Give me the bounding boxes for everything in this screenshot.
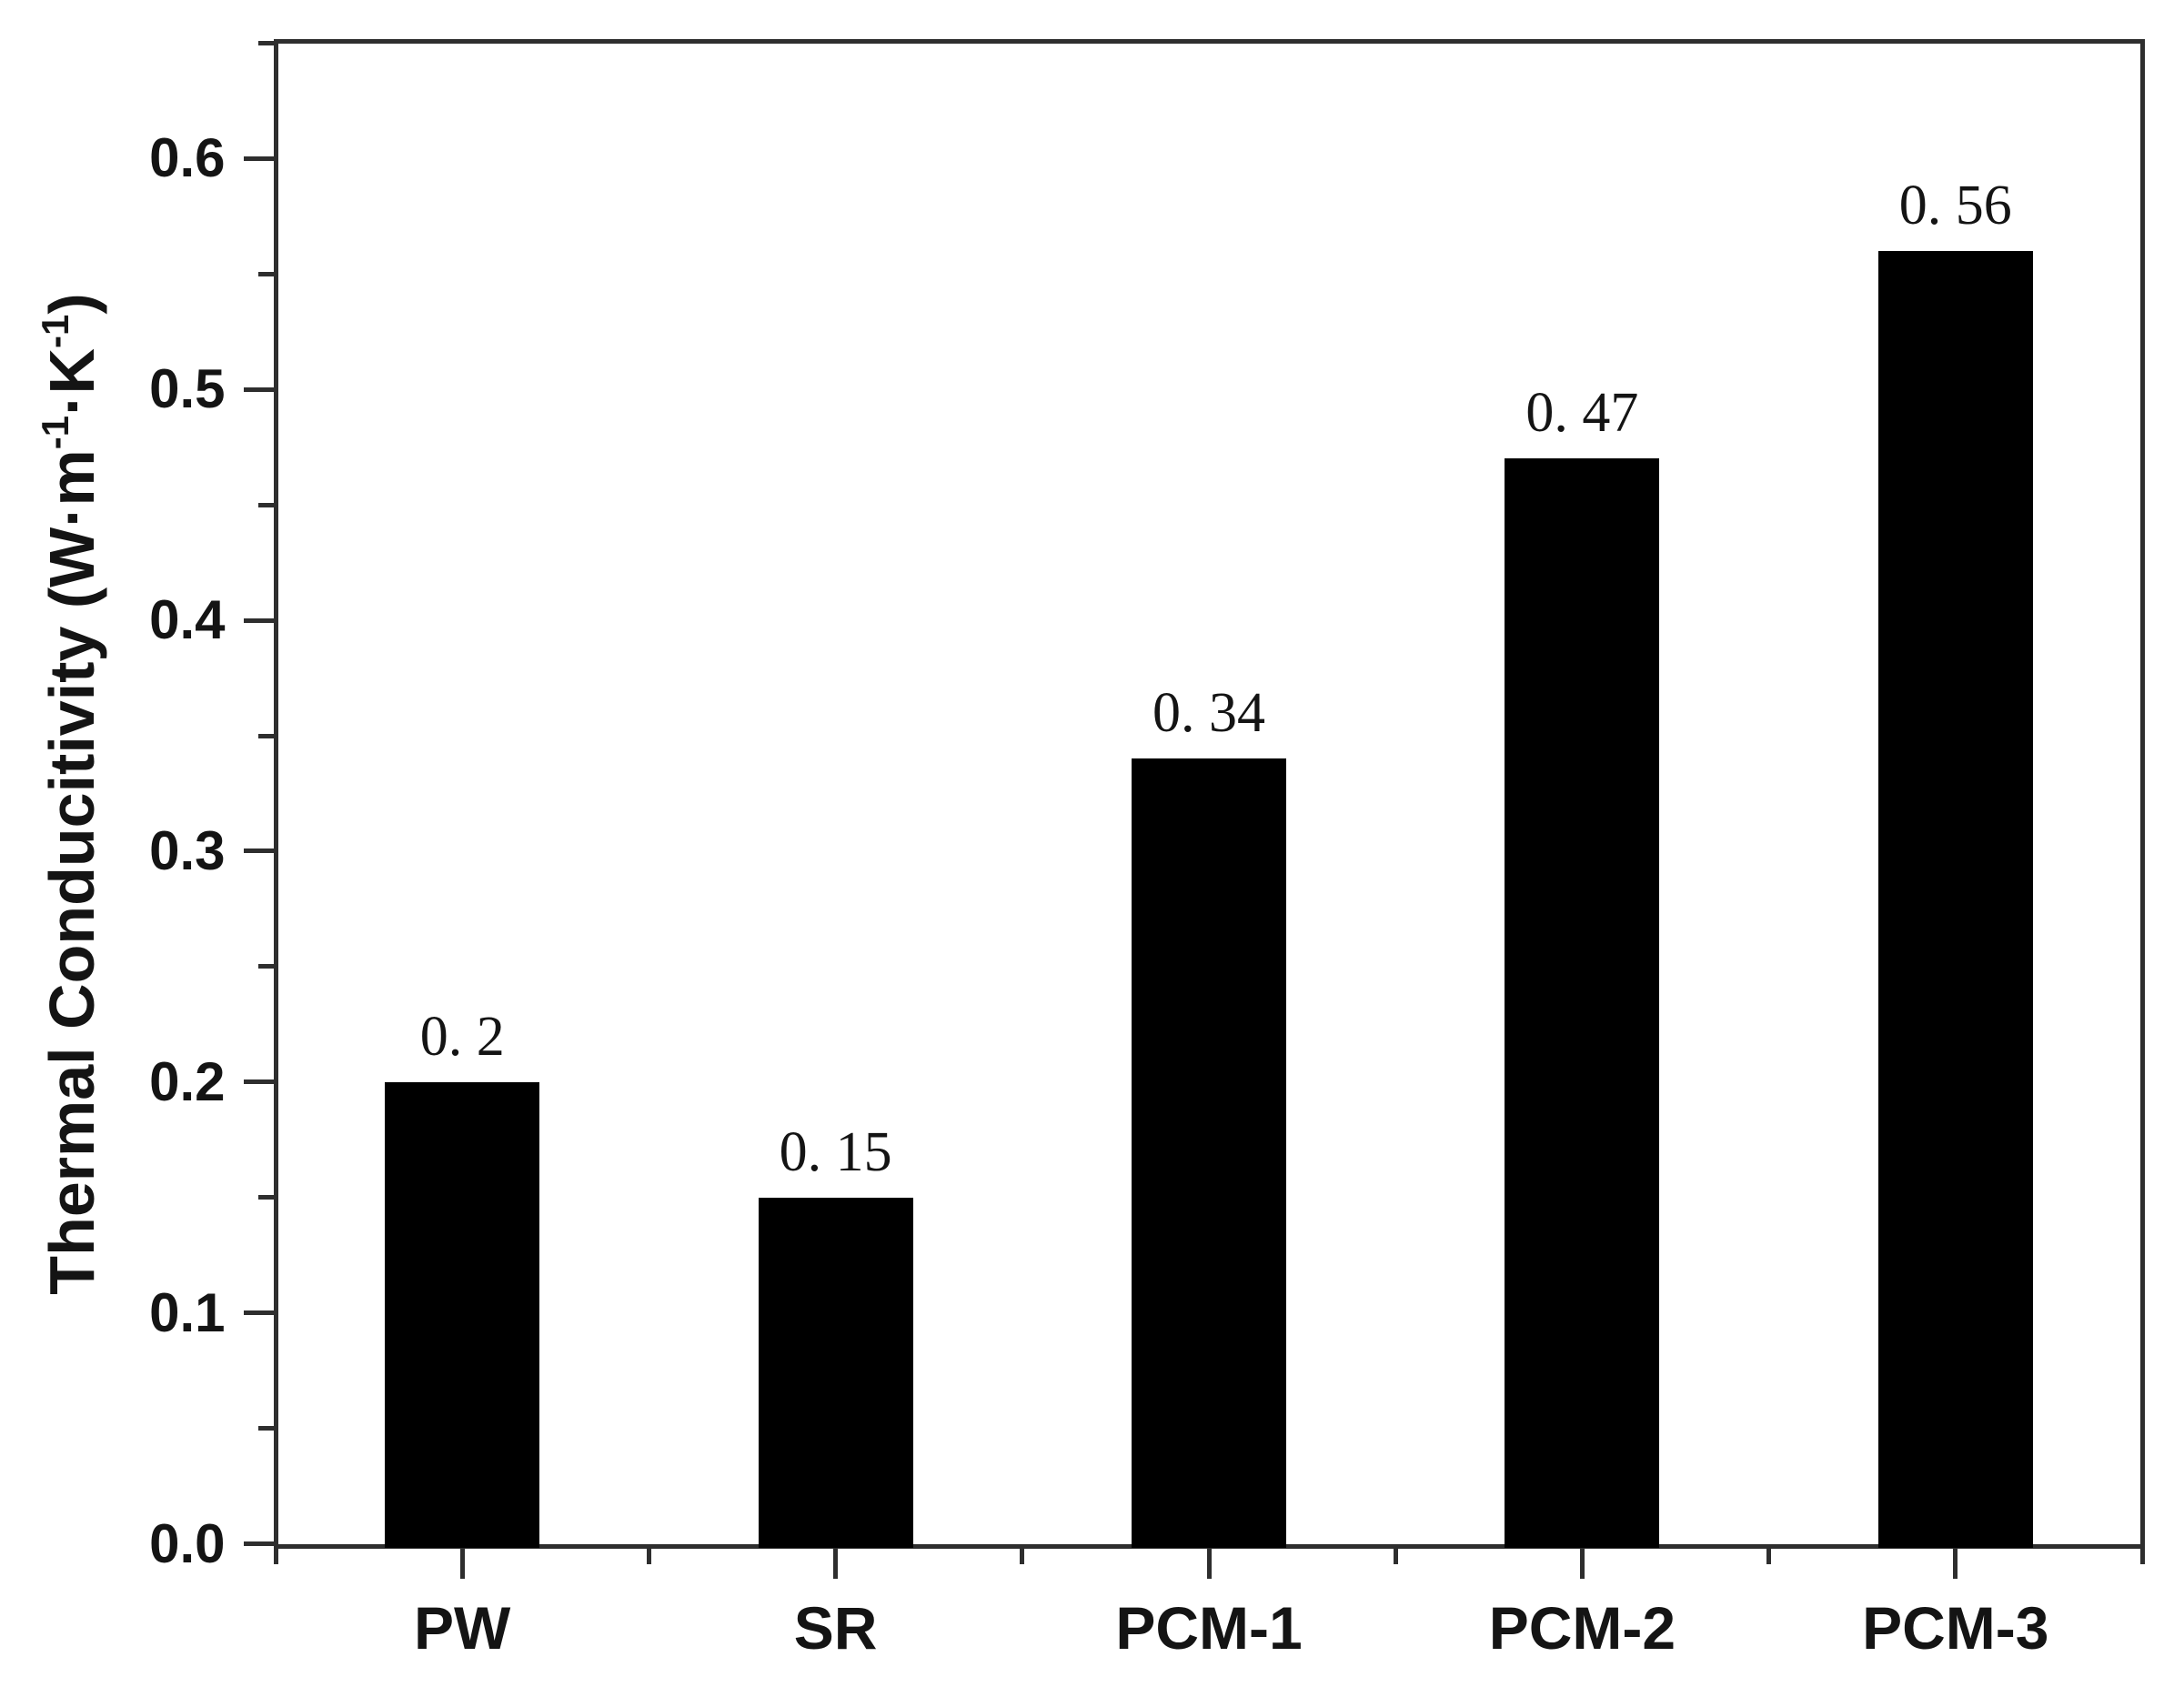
y-tick-label: 0.5 bbox=[149, 358, 226, 420]
y-tick-label: 0.0 bbox=[149, 1512, 226, 1574]
x-category-label: PCM-1 bbox=[1115, 1594, 1303, 1662]
bar-SR bbox=[758, 1197, 913, 1549]
y-major-tick bbox=[243, 1079, 274, 1085]
bar-value-label: 0. 15 bbox=[779, 1120, 892, 1183]
x-major-tick bbox=[1953, 1548, 1958, 1579]
bar-PW bbox=[385, 1081, 540, 1549]
bar-PCM-2 bbox=[1505, 458, 1660, 1549]
x-minor-tick bbox=[1020, 1548, 1025, 1564]
y-axis-title-superscript: -1 bbox=[34, 314, 76, 348]
x-minor-tick bbox=[646, 1548, 651, 1564]
x-minor-tick bbox=[273, 1548, 278, 1564]
y-tick-label: 0.1 bbox=[149, 1281, 226, 1343]
y-tick-label: 0.4 bbox=[149, 589, 226, 651]
bar-value-label: 0. 56 bbox=[1898, 174, 2012, 236]
y-minor-tick bbox=[257, 1195, 274, 1200]
y-major-tick bbox=[243, 1541, 274, 1546]
x-category-label: PW bbox=[414, 1594, 511, 1662]
y-tick-label: 0.2 bbox=[149, 1050, 226, 1112]
y-tick-label: 0.3 bbox=[149, 819, 226, 881]
y-minor-tick bbox=[257, 964, 274, 969]
bar-PCM-1 bbox=[1132, 758, 1286, 1549]
y-minor-tick bbox=[257, 41, 274, 45]
bar-PCM-3 bbox=[1877, 250, 2033, 1549]
x-minor-tick bbox=[2139, 1548, 2145, 1564]
bar-value-label: 0. 47 bbox=[1525, 382, 1639, 445]
x-category-label: PCM-2 bbox=[1488, 1594, 1676, 1662]
y-major-tick bbox=[243, 156, 274, 161]
y-major-tick bbox=[243, 848, 274, 854]
y-minor-tick bbox=[257, 1426, 274, 1431]
y-tick-label: 0.6 bbox=[149, 127, 226, 189]
x-major-tick bbox=[833, 1548, 839, 1579]
y-minor-tick bbox=[257, 733, 274, 738]
bar-value-label: 0. 2 bbox=[419, 1005, 505, 1068]
x-minor-tick bbox=[1766, 1548, 1772, 1564]
x-minor-tick bbox=[1393, 1548, 1398, 1564]
y-axis-title: Thermal Conducitivity (W·m-1·K-1) bbox=[19, 293, 108, 1294]
y-minor-tick bbox=[257, 271, 274, 276]
y-major-tick bbox=[243, 618, 274, 623]
y-major-tick bbox=[243, 1310, 274, 1316]
x-major-tick bbox=[459, 1548, 465, 1579]
x-major-tick bbox=[1579, 1548, 1585, 1579]
y-minor-tick bbox=[257, 502, 274, 507]
x-major-tick bbox=[1206, 1548, 1212, 1579]
y-major-tick bbox=[243, 387, 274, 392]
bar-value-label: 0. 34 bbox=[1152, 682, 1265, 745]
x-category-label: PCM-3 bbox=[1862, 1594, 2049, 1662]
y-axis-title-text: ) bbox=[36, 292, 107, 315]
x-category-label: SR bbox=[793, 1594, 878, 1662]
